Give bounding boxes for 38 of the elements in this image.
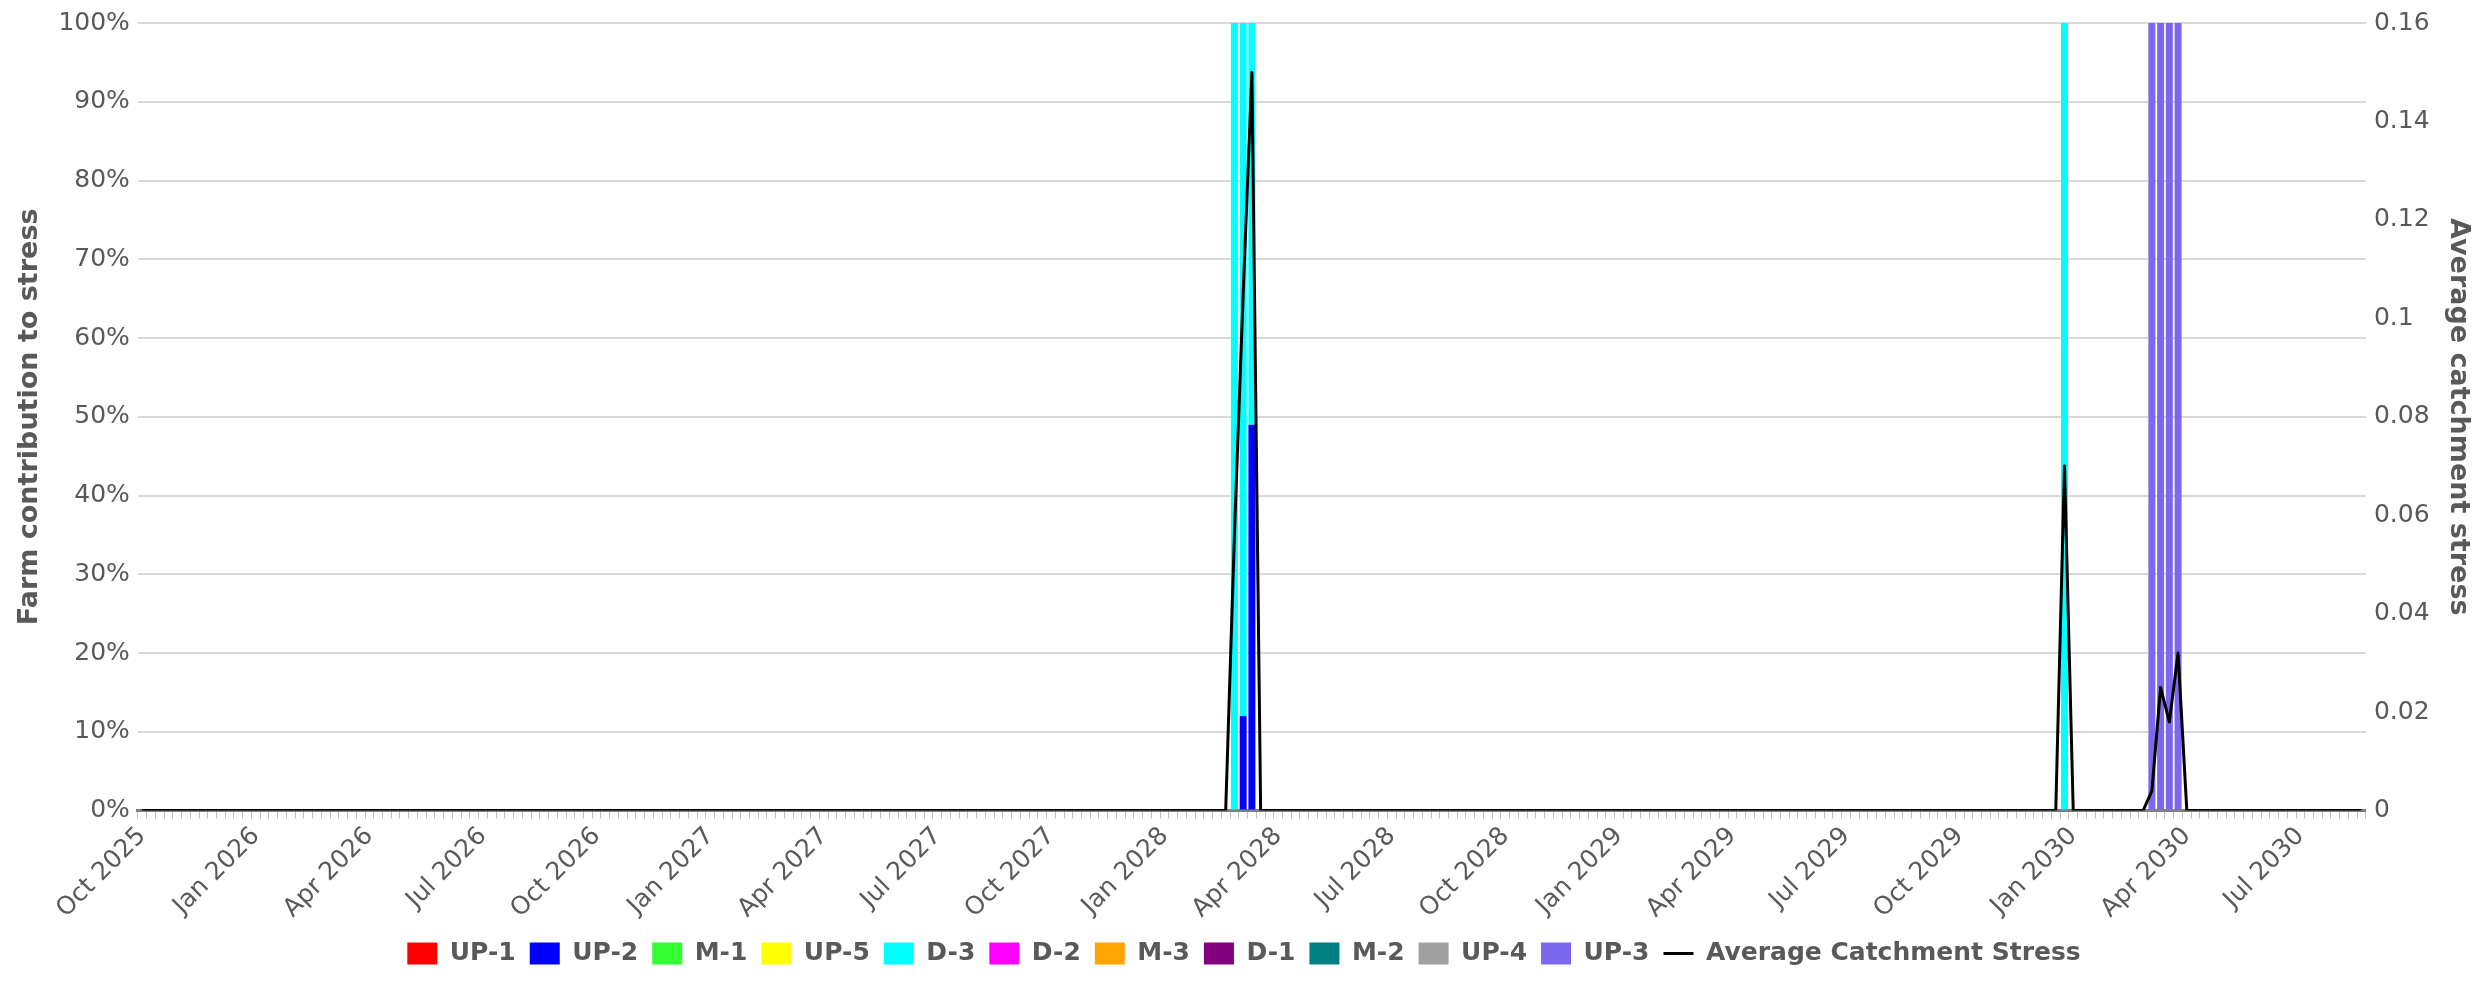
legend-label: D-1 (1246, 937, 1296, 966)
y-axis-title: Farm contribution to stress (12, 208, 44, 626)
y2-tick-label: 0.14 (2373, 104, 2430, 134)
y-tick-label: 20% (74, 636, 130, 666)
y-tick-label: 40% (74, 479, 130, 509)
legend-label: UP-1 (449, 937, 516, 966)
y2-tick-label: 0.08 (2373, 400, 2430, 430)
bar (2148, 23, 2156, 810)
legend-label: D-3 (926, 937, 976, 966)
y2-tick-label: 0.06 (2373, 498, 2430, 528)
y-tick-label: 70% (74, 242, 130, 272)
legend-label: UP-2 (572, 937, 639, 966)
y-tick-label: 0% (90, 794, 130, 824)
legend-label: D-2 (1031, 937, 1081, 966)
y2-tick-label: 0.12 (2373, 203, 2430, 233)
legend-label: UP-3 (1583, 937, 1650, 966)
legend-label: M-1 (694, 937, 748, 966)
y-tick-label: 50% (74, 400, 130, 430)
y-tick-label: 10% (74, 715, 130, 745)
y2-tick-label: 0.02 (2373, 695, 2430, 725)
y-tick-label: 100% (58, 6, 130, 36)
y-tick-label: 90% (74, 85, 130, 115)
y2-tick-label: 0.16 (2373, 6, 2430, 36)
legend-label: UP-4 (1461, 937, 1528, 966)
y2-tick-label: 0 (2373, 794, 2390, 824)
legend-label: UP-5 (803, 937, 870, 966)
bar (2165, 23, 2173, 810)
bar (2157, 23, 2165, 810)
y2-tick-label: 0.1 (2373, 301, 2414, 331)
y2-tick-label: 0.04 (2373, 597, 2430, 627)
legend-label: M-2 (1351, 937, 1405, 966)
y-tick-label: 60% (74, 321, 130, 351)
legend-label: M-3 (1137, 937, 1190, 966)
y-tick-label: 80% (74, 164, 130, 194)
bar (2174, 23, 2182, 810)
legend-label: Average Catchment Stress (1705, 937, 2081, 966)
y-tick-label: 30% (74, 557, 130, 587)
y2-axis-title: Average catchment stress (2444, 218, 2476, 616)
